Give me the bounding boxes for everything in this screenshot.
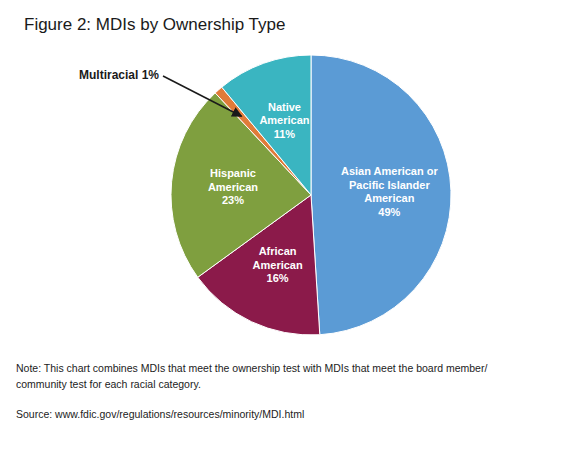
slice-label-line: American	[364, 192, 414, 204]
annotation: Multiracial 1%	[79, 68, 159, 82]
slice	[311, 55, 451, 335]
slice-label-line: Hispanic	[210, 167, 256, 179]
note: community test for each racial category.	[16, 378, 201, 390]
note: Note: This chart combines MDIs that meet…	[16, 362, 487, 374]
slice-labels: Asian American orPacific IslanderAmerica…	[208, 101, 439, 285]
slice-label: NativeAmerican 11%	[259, 101, 309, 140]
slice-label-line: American	[253, 259, 303, 271]
slices	[171, 55, 451, 335]
slice-label-line: African	[259, 245, 297, 257]
slice-label-line: 11%	[274, 128, 296, 140]
source: Source: www.fdic.gov/regulations/resourc…	[16, 408, 304, 420]
slice-label: African American16%	[253, 245, 303, 284]
annotation-arrow	[163, 76, 242, 116]
slice-label-line: Asian American or	[341, 165, 439, 177]
slice-label-line: 16%	[267, 272, 289, 284]
slice-label: Hispanic American23%	[208, 167, 258, 206]
slice-label-line: 23%	[222, 194, 244, 206]
slice-label: Asian American or Pacific IslanderAmerica…	[341, 165, 439, 218]
slice-label-line: Pacific Islander	[349, 179, 430, 191]
slice-label-line: 49%	[378, 206, 400, 218]
title: Figure 2: MDIs by Ownership Type	[24, 15, 285, 34]
pie: Asian American orPacific IslanderAmerica…	[79, 55, 451, 335]
slice-label-line: Native	[268, 101, 301, 113]
chart: Figure 2: MDIs by Ownership Type Asian Am…	[0, 0, 582, 450]
slice-label-line: American	[259, 114, 309, 126]
slice-label-line: American	[208, 181, 258, 193]
